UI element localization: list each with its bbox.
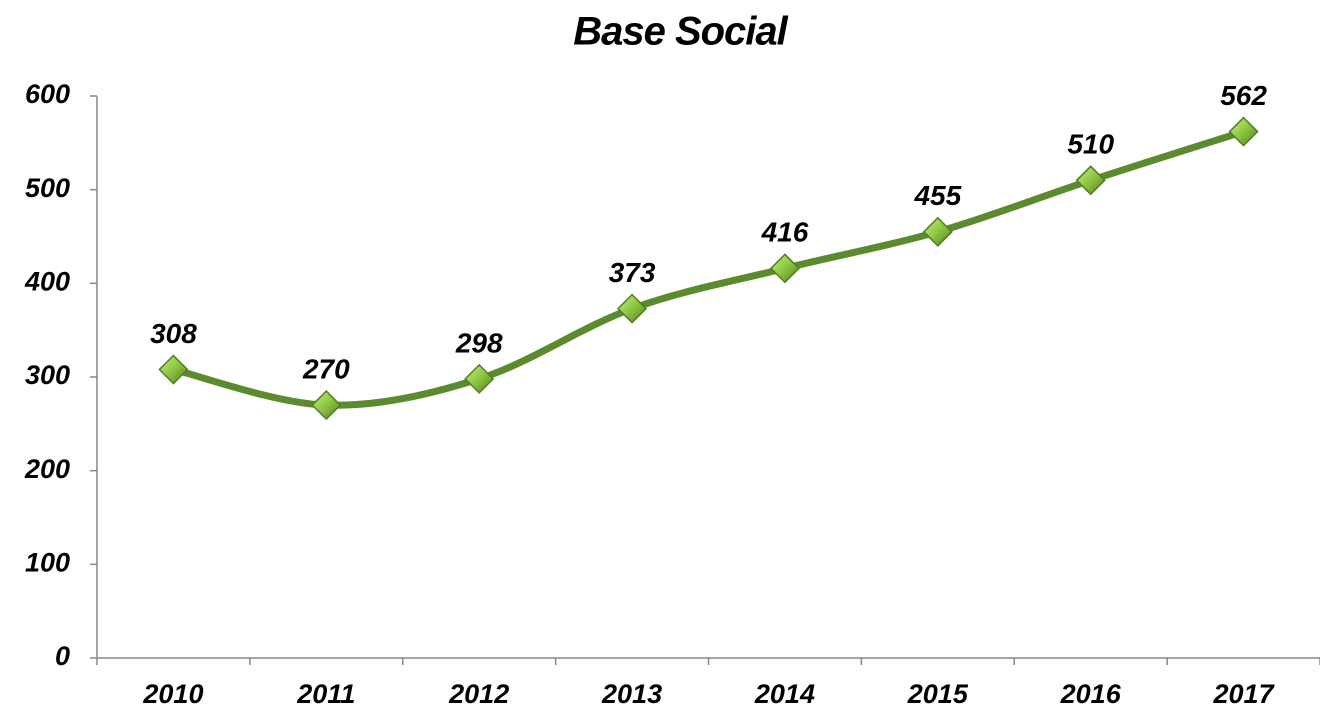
x-tick-label: 2012 bbox=[448, 679, 509, 709]
data-label: 270 bbox=[302, 353, 350, 384]
data-label: 298 bbox=[455, 327, 503, 358]
data-label: 455 bbox=[913, 180, 961, 211]
data-label: 308 bbox=[150, 318, 197, 349]
x-tick-label: 2011 bbox=[296, 679, 355, 709]
x-tick-label: 2017 bbox=[1213, 679, 1276, 709]
x-tick-label: 2015 bbox=[907, 679, 969, 709]
y-tick-label: 300 bbox=[25, 360, 70, 390]
marker bbox=[311, 390, 342, 421]
data-label: 416 bbox=[761, 217, 809, 248]
x-tick-label: 2014 bbox=[754, 679, 815, 709]
y-tick-label: 100 bbox=[25, 547, 70, 577]
x-tick-label: 2010 bbox=[142, 679, 203, 709]
x-tick-label: 2013 bbox=[601, 679, 662, 709]
marker bbox=[769, 253, 800, 284]
marker bbox=[464, 363, 495, 394]
marker bbox=[1075, 165, 1106, 196]
series-line bbox=[169, 128, 1248, 409]
x-tick-label: 2016 bbox=[1060, 679, 1122, 709]
data-label: 562 bbox=[1220, 80, 1267, 111]
marker bbox=[922, 216, 953, 247]
marker bbox=[158, 354, 189, 385]
y-tick-label: 200 bbox=[24, 454, 70, 484]
y-tick-label: 500 bbox=[25, 173, 70, 203]
marker bbox=[617, 293, 648, 324]
chart-title: Base Social bbox=[573, 10, 788, 54]
data-label: 373 bbox=[609, 257, 656, 288]
data-label: 510 bbox=[1067, 129, 1114, 160]
y-tick-label: 600 bbox=[25, 79, 70, 109]
y-tick-label: 400 bbox=[24, 266, 70, 296]
y-tick-label: 0 bbox=[55, 641, 70, 671]
marker bbox=[1228, 116, 1259, 147]
